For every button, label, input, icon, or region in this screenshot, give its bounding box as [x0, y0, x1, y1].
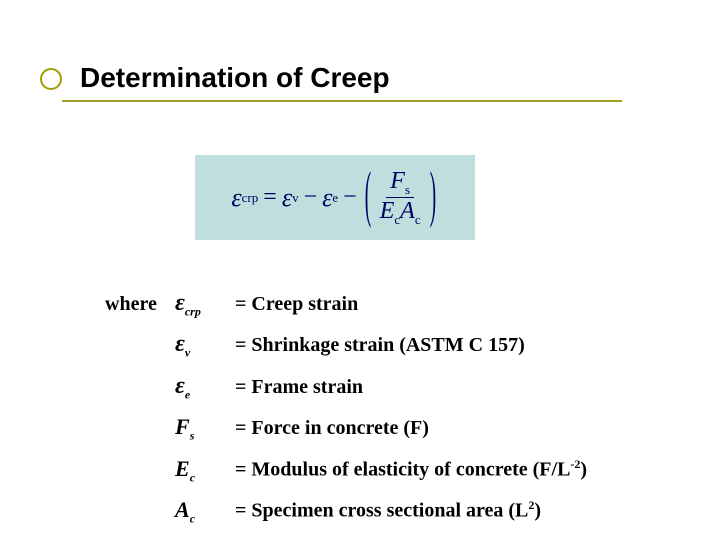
- equation-panel: εcrp = εv − εe − ( Fs EcAc ): [195, 155, 475, 240]
- definition-symbol: Fs: [175, 414, 235, 443]
- eq-t2-sub: e: [332, 190, 338, 206]
- den2-sym: A: [400, 198, 415, 224]
- definition-row: εe= Frame strain: [105, 373, 587, 402]
- eq-t1-sub: v: [292, 190, 299, 206]
- definition-symbol: εe: [175, 373, 235, 402]
- bullet-icon: [40, 68, 62, 90]
- page-title: Determination of Creep: [80, 62, 390, 94]
- definition-row: Ec= Modulus of elasticity of concrete (F…: [105, 456, 587, 485]
- definition-description: = Modulus of elasticity of concrete (F/L…: [235, 457, 587, 482]
- eq-lhs-sub: crp: [242, 190, 259, 206]
- definition-description: = Specimen cross sectional area (L2): [235, 498, 541, 523]
- definitions-block: whereεcrp= Creep strainεv= Shrinkage str…: [105, 290, 587, 538]
- definition-symbol: εcrp: [175, 290, 235, 319]
- definition-row: εv= Shrinkage strain (ASTM C 157): [105, 331, 587, 360]
- fraction-numerator: Fs: [386, 168, 414, 198]
- eq-t1-symbol: ε: [282, 183, 292, 213]
- definition-symbol: Ac: [175, 497, 235, 526]
- eq-equals: =: [263, 184, 277, 211]
- eq-minus2: −: [343, 184, 357, 211]
- definition-row: Ac= Specimen cross sectional area (L2): [105, 497, 587, 526]
- fraction-denominator: EcAc: [376, 198, 425, 227]
- eq-minus1: −: [304, 184, 318, 211]
- definition-description: = Frame strain: [235, 376, 363, 399]
- definition-description: = Force in concrete (F): [235, 417, 429, 440]
- definition-symbol: Ec: [175, 456, 235, 485]
- equation: εcrp = εv − εe − ( Fs EcAc ): [231, 168, 438, 227]
- title-underline: [62, 100, 622, 102]
- equation-fraction: Fs EcAc: [376, 168, 425, 227]
- definition-description: = Creep strain: [235, 293, 358, 316]
- num-sym: F: [390, 168, 405, 194]
- definition-symbol: εv: [175, 331, 235, 360]
- eq-lhs-symbol: ε: [231, 183, 241, 213]
- definition-row: Fs= Force in concrete (F): [105, 414, 587, 443]
- den1-sym: E: [380, 198, 395, 224]
- paren-left: (: [364, 162, 370, 232]
- paren-right: ): [429, 162, 435, 232]
- den2-sub: c: [415, 212, 421, 227]
- eq-t2-symbol: ε: [322, 183, 332, 213]
- where-label: where: [105, 293, 175, 316]
- num-sub: s: [405, 182, 410, 197]
- definition-description: = Shrinkage strain (ASTM C 157): [235, 334, 525, 357]
- definition-row: whereεcrp= Creep strain: [105, 290, 587, 319]
